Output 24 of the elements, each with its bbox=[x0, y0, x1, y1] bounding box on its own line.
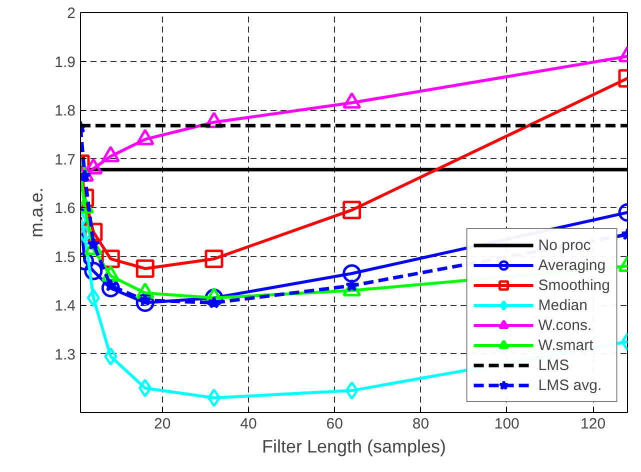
y-tick-label: 1.5 bbox=[54, 248, 76, 266]
x-tick-label: 60 bbox=[326, 416, 343, 432]
legend-label: No proc bbox=[538, 236, 591, 254]
x-tick-label: 120 bbox=[580, 416, 606, 432]
y-tick-label: 1.8 bbox=[54, 102, 76, 120]
y-tick-label: 1.9 bbox=[54, 54, 76, 71]
legend-label: W.cons. bbox=[538, 316, 592, 334]
legend-label: Averaging bbox=[538, 256, 606, 274]
x-tick-label: 40 bbox=[240, 416, 257, 432]
y-tick-label: 1.4 bbox=[54, 298, 76, 315]
y-tick-label: 1.7 bbox=[54, 151, 76, 168]
legend-label: LMS bbox=[538, 356, 570, 374]
legend-label: Median bbox=[538, 296, 588, 314]
legend-label: LMS avg. bbox=[538, 376, 602, 394]
x-axis-title: Filter Length (samples) bbox=[262, 436, 446, 456]
y-tick-label: 2 bbox=[67, 5, 76, 22]
x-tick-label: 100 bbox=[494, 416, 520, 432]
legend-label: Smoothing bbox=[538, 276, 610, 294]
y-axis-title: m.a.e. bbox=[26, 187, 47, 238]
x-tick-label: 80 bbox=[412, 416, 430, 432]
y-tick-label: 1.3 bbox=[54, 346, 76, 364]
x-tick-label: 20 bbox=[154, 416, 171, 432]
legend-label: W.smart bbox=[538, 336, 594, 354]
y-tick-label: 1.6 bbox=[54, 200, 76, 218]
